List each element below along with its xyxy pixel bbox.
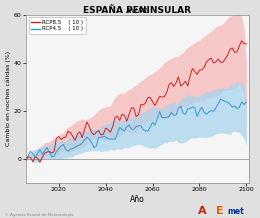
Text: © Agencia Estatal de Meteorología: © Agencia Estatal de Meteorología bbox=[5, 213, 74, 217]
Legend: RCP8.5    ( 10 ), RCP4.5    ( 10 ): RCP8.5 ( 10 ), RCP4.5 ( 10 ) bbox=[29, 17, 86, 34]
Text: ANUAL: ANUAL bbox=[125, 8, 149, 14]
Title: ESPAÑA PENINSULAR: ESPAÑA PENINSULAR bbox=[83, 5, 191, 15]
X-axis label: Año: Año bbox=[130, 195, 145, 204]
Text: A: A bbox=[198, 206, 206, 216]
Text: met: met bbox=[228, 207, 244, 216]
Y-axis label: Cambio en noches cálidas (%): Cambio en noches cálidas (%) bbox=[5, 51, 11, 146]
Text: E: E bbox=[216, 206, 223, 216]
